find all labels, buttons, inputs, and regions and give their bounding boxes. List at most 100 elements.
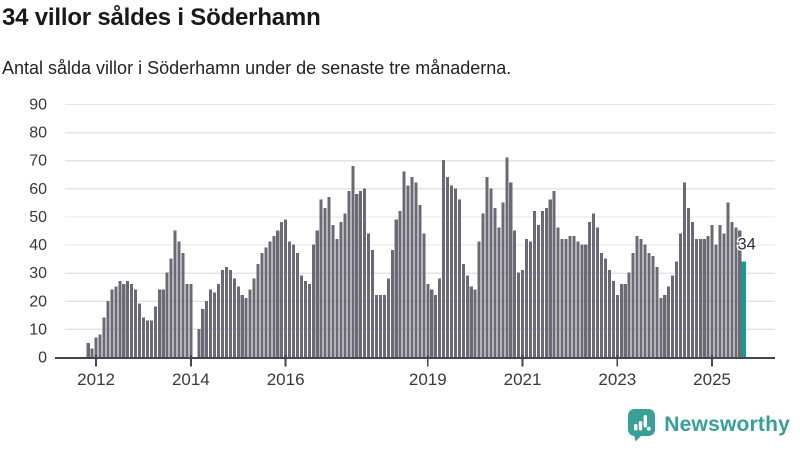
bar bbox=[603, 258, 608, 357]
bar bbox=[209, 289, 213, 357]
bar bbox=[663, 295, 667, 357]
x-axis-tick-label: 2014 bbox=[172, 370, 210, 389]
bar bbox=[224, 267, 228, 357]
bar bbox=[418, 205, 422, 357]
bar bbox=[118, 281, 122, 357]
bar bbox=[248, 289, 252, 357]
bar bbox=[600, 252, 604, 357]
y-axis-tick-label: 60 bbox=[29, 181, 47, 198]
bar bbox=[505, 157, 509, 357]
bar bbox=[327, 196, 331, 357]
bar bbox=[276, 230, 280, 357]
bar bbox=[513, 230, 517, 357]
bar bbox=[588, 222, 592, 357]
bar bbox=[497, 227, 501, 357]
bar bbox=[122, 283, 126, 357]
bar bbox=[544, 208, 548, 357]
bar bbox=[564, 238, 568, 357]
bar bbox=[446, 177, 450, 357]
bar bbox=[205, 300, 209, 357]
bar bbox=[157, 289, 161, 357]
bar bbox=[347, 191, 351, 357]
x-axis-tick-label: 2021 bbox=[504, 370, 542, 389]
bar bbox=[489, 188, 493, 357]
logo-barchart-icon bbox=[634, 415, 652, 431]
bar bbox=[213, 292, 217, 357]
bar bbox=[422, 233, 426, 357]
bar bbox=[268, 241, 272, 357]
bar bbox=[690, 222, 694, 357]
bar bbox=[363, 188, 367, 357]
y-axis-tick-label: 30 bbox=[29, 265, 47, 282]
brand-name: Newsworthy bbox=[664, 413, 790, 436]
bar bbox=[509, 182, 513, 357]
bar bbox=[260, 252, 264, 357]
bar bbox=[149, 320, 153, 357]
bar bbox=[532, 210, 536, 357]
bar bbox=[485, 177, 489, 357]
bar bbox=[698, 238, 702, 357]
highlight-value-label: 34 bbox=[738, 235, 756, 253]
bar bbox=[355, 193, 359, 357]
bar bbox=[528, 241, 532, 357]
bar bbox=[110, 289, 114, 357]
bar bbox=[706, 236, 710, 357]
bar bbox=[694, 238, 698, 357]
bar bbox=[288, 241, 292, 357]
bar bbox=[722, 233, 726, 357]
bar bbox=[343, 213, 347, 357]
bar bbox=[177, 241, 181, 357]
x-axis-tick-label: 2019 bbox=[409, 370, 447, 389]
bar bbox=[141, 317, 146, 357]
bar bbox=[252, 278, 256, 357]
y-axis-tick-label: 70 bbox=[29, 153, 47, 170]
bar bbox=[635, 236, 639, 357]
bar bbox=[398, 210, 402, 357]
bar bbox=[94, 337, 98, 357]
bar bbox=[631, 252, 635, 357]
bar bbox=[734, 227, 738, 357]
bar bbox=[331, 224, 335, 357]
bar bbox=[667, 286, 671, 357]
bar bbox=[228, 269, 232, 357]
bar bbox=[371, 250, 375, 357]
bar bbox=[718, 224, 722, 357]
bar bbox=[114, 286, 118, 357]
bar bbox=[536, 224, 540, 357]
bar bbox=[185, 283, 189, 357]
x-axis-tick-label: 2012 bbox=[77, 370, 115, 389]
bar bbox=[410, 177, 414, 357]
bar bbox=[619, 283, 623, 357]
bar bbox=[710, 224, 714, 357]
bar bbox=[442, 160, 446, 357]
bar bbox=[217, 283, 221, 357]
y-axis-tick-label: 10 bbox=[29, 321, 47, 338]
bar bbox=[552, 191, 556, 357]
bar bbox=[671, 275, 675, 357]
bar bbox=[323, 208, 327, 357]
bar bbox=[402, 171, 406, 357]
bar bbox=[161, 289, 165, 357]
bar bbox=[675, 261, 679, 357]
bar bbox=[434, 295, 438, 357]
bar bbox=[264, 247, 268, 357]
bar bbox=[138, 303, 142, 357]
bar bbox=[367, 233, 371, 357]
bar bbox=[686, 208, 690, 357]
x-axis-tick-label: 2023 bbox=[598, 370, 636, 389]
bar bbox=[548, 199, 552, 357]
bar bbox=[307, 283, 311, 357]
bar bbox=[311, 244, 315, 357]
bar bbox=[493, 208, 497, 357]
bar bbox=[643, 244, 647, 357]
bar bbox=[130, 283, 134, 357]
bar bbox=[726, 202, 730, 357]
bar bbox=[714, 244, 718, 357]
newsworthy-logo: Newsworthy bbox=[627, 408, 790, 442]
y-axis-tick-label: 50 bbox=[29, 209, 47, 226]
bar bbox=[615, 295, 619, 357]
bar bbox=[165, 272, 169, 357]
bar bbox=[220, 269, 225, 357]
